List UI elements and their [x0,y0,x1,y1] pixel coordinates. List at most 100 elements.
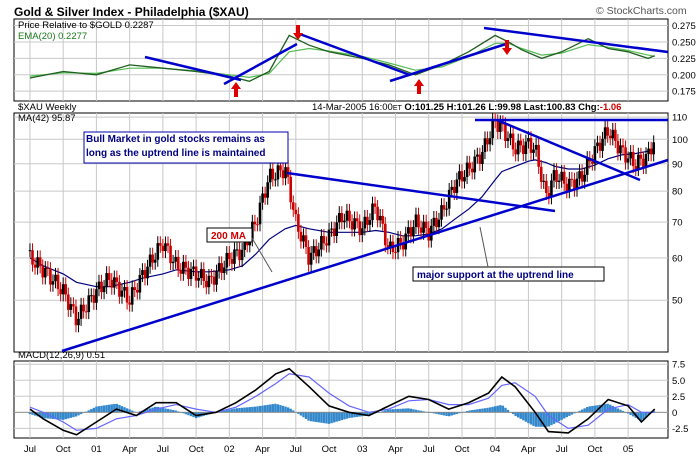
price-bar-body [171,261,175,264]
macd-histogram-bar [476,409,479,413]
price-bar-body [343,220,346,223]
chart-title: Gold & Silver Index - Philadelphia ($XAU… [14,5,249,19]
price-bar-body [217,263,221,272]
price-bar-body [118,281,121,297]
support-note: major support at the uptrend line [417,270,574,281]
macd-histogram-bar [442,412,446,416]
price-bar-body [539,166,543,182]
macd-histogram-bar [488,407,492,413]
price-bar-body [138,274,142,293]
macd-histogram-bar [90,409,93,413]
macd-histogram-bar [504,407,507,413]
x-tick-label: Oct [587,444,602,455]
price-bar-body [568,178,571,192]
price-bar-body [279,165,282,171]
macd-histogram-bar [483,408,487,413]
price-bar-body [166,243,170,246]
macd-histogram-bar [570,412,574,415]
macd-histogram-bar [568,412,571,416]
note-box [83,131,289,164]
price-bar-body [276,165,280,180]
ma-label: MA(42) 95.87 [18,113,76,124]
macd-histogram-bar [302,412,305,418]
price-bar-body [417,214,420,228]
x-tick-label: Apr [521,444,536,455]
macd-histogram-bar [517,412,520,418]
price-bar-body [95,289,98,303]
price-bar-body [72,304,75,307]
price-bar-body [465,162,469,177]
price-bar-body [637,154,640,170]
price-bar-body [187,267,190,279]
macd-histogram-bar [493,406,497,413]
price-bar-body [61,284,65,295]
macd-histogram-bar [51,412,55,419]
price-bar-body [320,236,323,250]
price-bar-body [302,235,305,242]
macd-histogram-bar [320,412,323,423]
price-bar-body [102,286,106,293]
macd-histogram-bar [44,412,47,419]
macd-histogram-bar [552,412,556,424]
macd-histogram-bar [69,412,73,418]
down-arrow-stem [505,40,509,48]
x-tick-label: 04 [490,444,501,455]
macd-histogram-bar [322,412,326,424]
price-bar-body [488,138,492,145]
price-bar-body [389,241,392,248]
macd-histogram-bar [312,412,315,422]
y-tick-label: 7.5 [672,360,685,371]
price-bar-body [363,216,367,229]
price-bar-body [401,242,405,250]
x-tick-label: Jul [290,444,302,455]
macd-histogram-bar [381,411,384,413]
macd-histogram-bar [243,407,246,413]
macd-histogram-bar [537,412,540,427]
price-bar-body [79,304,83,319]
macd-histogram-bar [317,412,321,423]
x-tick-label: Oct [56,444,71,455]
y-tick-label: 70 [672,218,683,229]
y-tick-label: 100 [672,135,688,146]
macd-histogram-bar [506,409,510,413]
price-bar-body [511,133,515,150]
macd-histogram-bar [407,408,410,413]
price-bar-body [312,246,315,253]
price-bar-body [598,142,602,151]
price-bar-body [36,257,39,268]
macd-histogram-bar [327,412,331,424]
price-bar-body [54,274,57,282]
macd-histogram-bar [524,412,528,422]
macd-histogram-bar [573,412,576,414]
macd-histogram-bar [225,410,228,413]
price-bar-body [141,270,144,275]
price-bar-body [258,202,262,225]
macd-histogram-bar [256,406,259,413]
price-bar-body [66,294,70,310]
support-box [412,266,605,282]
price-bar-body [591,161,594,164]
macd-histogram-bar [164,408,167,413]
price-bar-body [309,252,313,265]
price-bar-body [87,295,91,313]
price-bar-body [233,249,236,264]
macd-histogram-bar [450,412,453,416]
price-bar-body [412,226,415,237]
macd-histogram-bar [146,409,149,413]
macd-histogram-bar [72,412,75,418]
price-bar-body [97,281,101,290]
macd-histogram-bar [289,408,292,413]
up-arrow-stem [417,86,421,94]
macd-histogram-bar [92,407,96,413]
price-bar-body [350,221,354,230]
y-tick-label: 0 [672,408,677,419]
macd-histogram-bar [261,405,264,413]
macd-histogram-bar [251,406,254,413]
price-bar-body [304,235,308,247]
macd-histogram-bar [417,410,420,413]
price-bar-body [143,270,147,279]
macd-histogram-bar [647,412,650,415]
x-tick-label: Oct [322,444,337,455]
macd-histogram-bar [547,412,551,427]
